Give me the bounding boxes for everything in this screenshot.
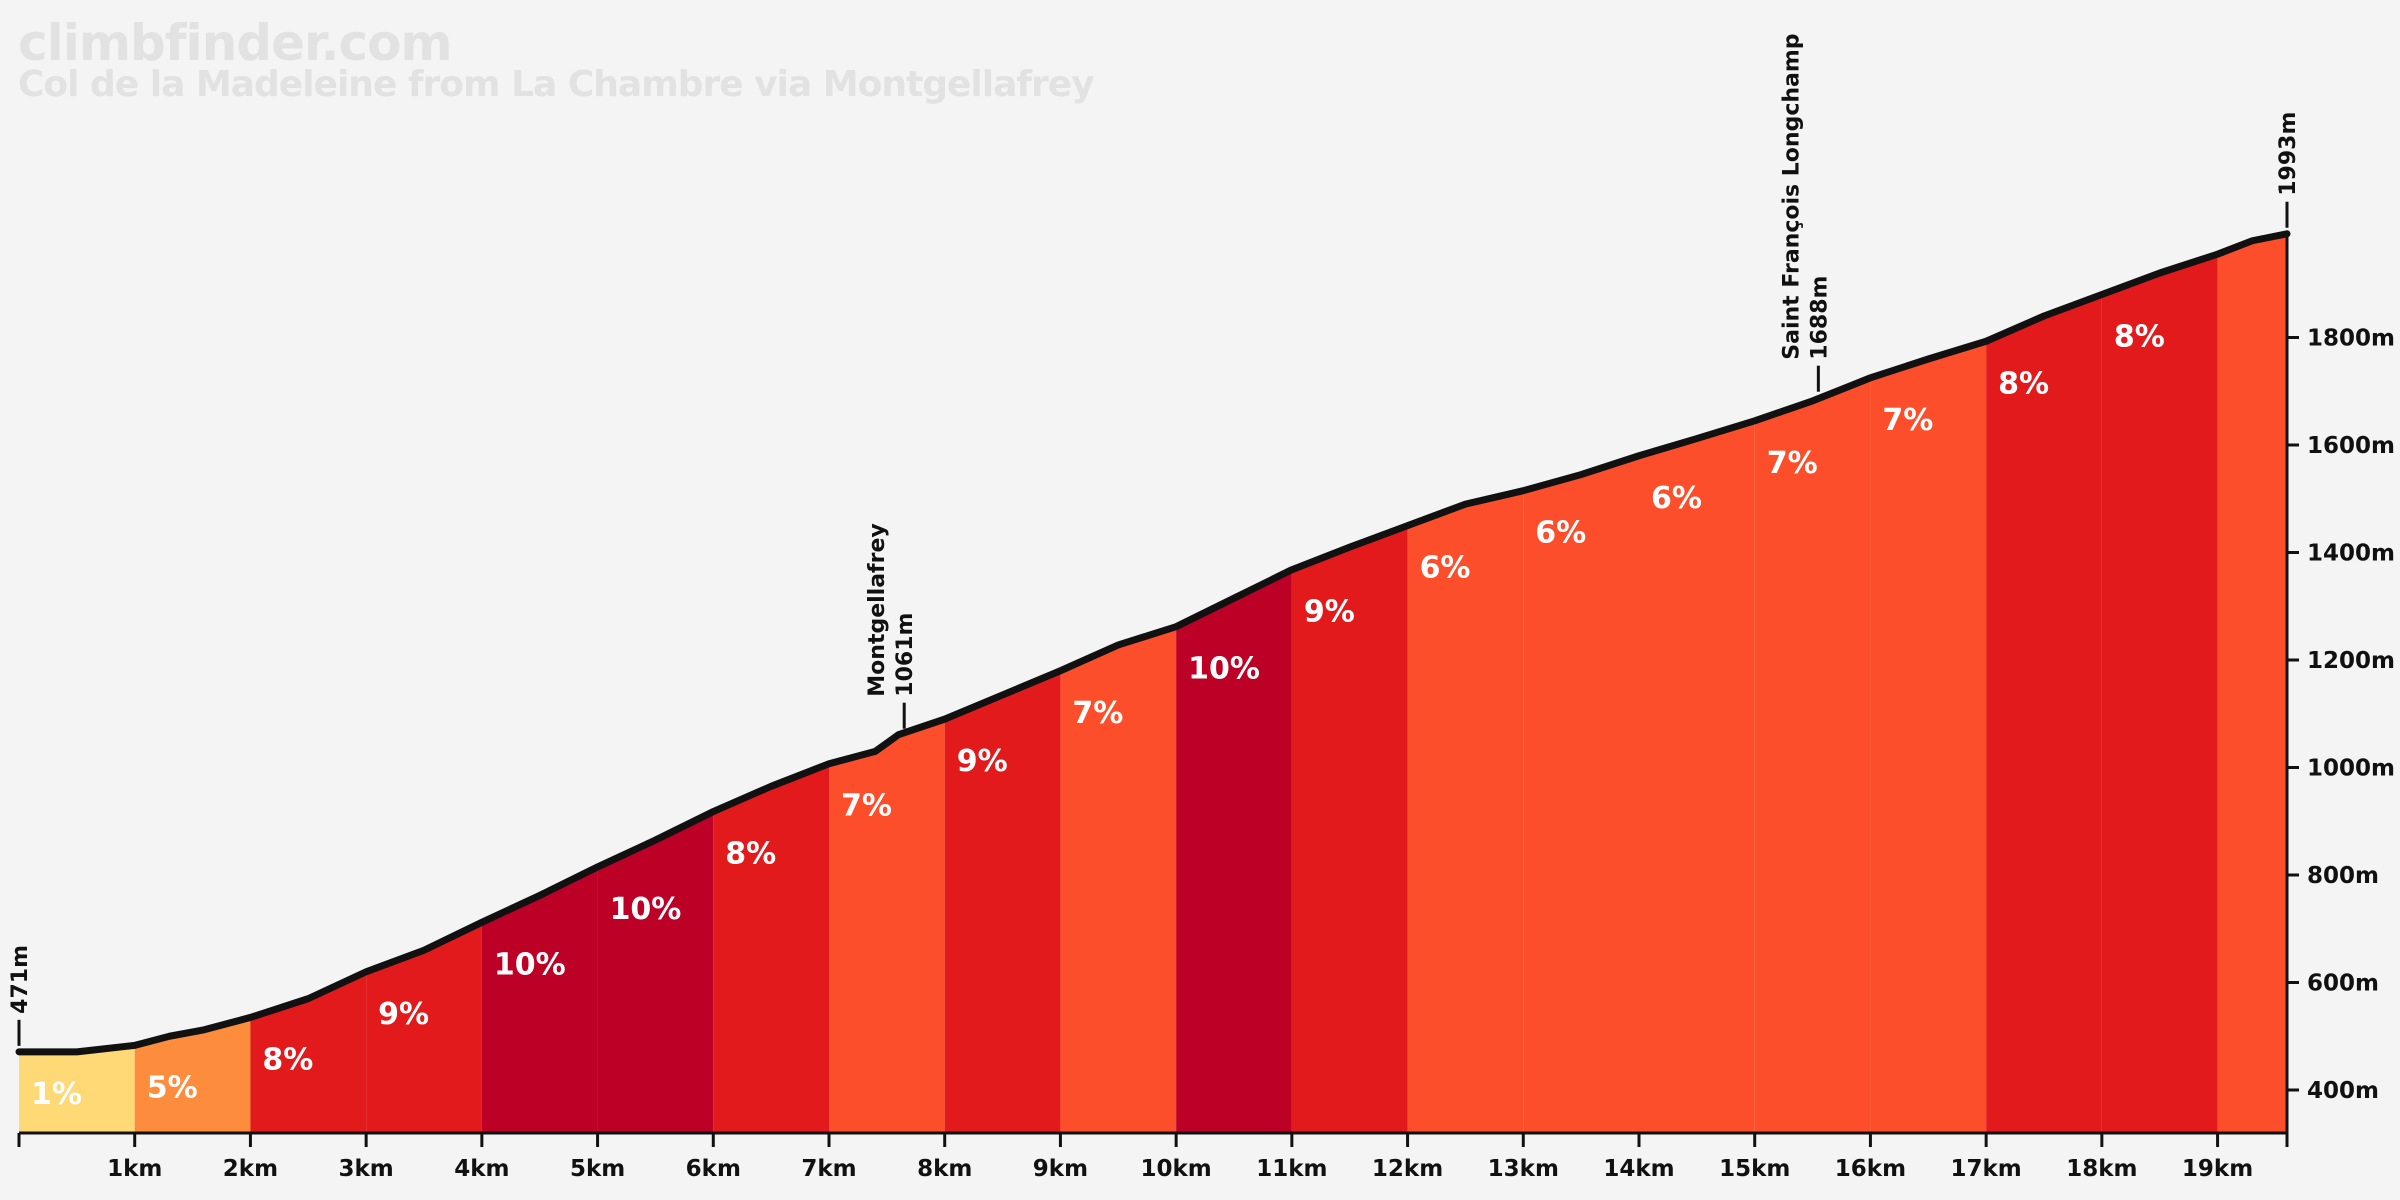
grade-segment-10 <box>1060 626 1177 1133</box>
x-tick-label-15: 15km <box>1719 1156 1790 1182</box>
brand-logo-text: climbfinder.com <box>18 14 453 72</box>
grade-label-12: 9% <box>1304 595 1355 630</box>
grade-segment-1 <box>19 1045 135 1133</box>
y-axis: 400m 600m 800m 1000m 1200m 1400m 1600m 1800m <box>2285 233 2395 1133</box>
grade-label-2: 5% <box>147 1070 198 1105</box>
grade-labels: 1% 5% 8% 9% 10% 10% 8% 7% 9% 7% 10% 9% 6% 6% 6% 7% 7% 8% 8… <box>31 320 2165 1112</box>
annotation-label-3-2: 1688m <box>1807 276 1832 360</box>
y-tick-label-1600: 1600m <box>2307 433 2395 459</box>
x-tick-label-9: 9km <box>1033 1156 1088 1182</box>
grade-label-7: 8% <box>725 837 776 872</box>
x-tick-label-5: 5km <box>570 1156 625 1182</box>
chart-title: Col de la Madeleine from La Chambre via … <box>18 64 1095 105</box>
x-tick-label-19: 19km <box>2182 1156 2253 1182</box>
grade-label-4: 9% <box>378 997 429 1032</box>
grade-label-5: 10% <box>494 947 566 982</box>
grade-label-1: 1% <box>31 1077 82 1112</box>
x-tick-label-6: 6km <box>686 1156 741 1182</box>
grade-segment-16 <box>1754 377 1871 1133</box>
x-axis: 1km 2km 3km 4km 5km 6km 7km 8km 9km 10km 11km 12km 1… <box>17 1131 2289 1182</box>
x-tick-label-14: 14km <box>1603 1156 1674 1182</box>
grade-segment-12 <box>1291 525 1408 1133</box>
annotations: 471m Montgellafrey 1061m Saint François Lon… <box>8 33 2301 1046</box>
y-tick-label-1800: 1800m <box>2307 326 2395 352</box>
y-tick-label-1400: 1400m <box>2307 541 2395 567</box>
grade-label-10: 7% <box>1072 696 1123 731</box>
grade-segment-19 <box>2101 254 2218 1133</box>
grade-label-9: 9% <box>957 744 1008 779</box>
grade-segment-5 <box>481 866 598 1133</box>
grade-label-17: 7% <box>1882 403 1933 438</box>
annotation-label-2-2: 1061m <box>893 613 918 697</box>
grade-segment-7 <box>713 763 829 1133</box>
x-tick-label-10: 10km <box>1141 1156 1212 1182</box>
y-tick-label-1200: 1200m <box>2307 648 2395 674</box>
grade-label-18: 8% <box>1998 366 2049 401</box>
grade-label-19: 8% <box>2114 320 2165 355</box>
grade-segment-11 <box>1176 569 1292 1133</box>
grade-label-13: 6% <box>1420 551 1471 586</box>
x-tick-label-1: 1km <box>107 1156 162 1182</box>
grade-segment-9 <box>944 670 1061 1133</box>
grade-segment-20 <box>2217 233 2287 1133</box>
y-tick-label-400: 400m <box>2307 1078 2379 1104</box>
y-tick-label-600: 600m <box>2307 971 2379 997</box>
annotation-label-2-1: Montgellafrey <box>865 523 890 696</box>
grade-segment-2 <box>134 1017 251 1133</box>
grade-segments <box>19 233 2287 1133</box>
grade-segment-8 <box>829 719 945 1133</box>
profile-line-group <box>15 230 2291 1056</box>
x-tick-label-17: 17km <box>1951 1156 2022 1182</box>
x-tick-label-11: 11km <box>1256 1156 1327 1182</box>
grade-segment-6 <box>597 811 714 1133</box>
grade-label-16: 7% <box>1767 446 1818 481</box>
y-tick-label-1000: 1000m <box>2307 756 2395 782</box>
grade-label-8: 7% <box>841 789 892 824</box>
y-tick-label-800: 800m <box>2307 863 2379 889</box>
grade-segment-13 <box>1407 490 1524 1133</box>
grade-segment-14 <box>1523 455 1639 1133</box>
grade-label-11: 10% <box>1188 652 1260 687</box>
x-tick-label-3: 3km <box>339 1156 394 1182</box>
x-tick-label-12: 12km <box>1372 1156 1443 1182</box>
x-tick-label-7: 7km <box>801 1156 856 1182</box>
grade-label-14: 6% <box>1535 516 1586 551</box>
grade-segment-15 <box>1639 420 1755 1133</box>
x-tick-label-18: 18km <box>2066 1156 2137 1182</box>
x-tick-label-2: 2km <box>223 1156 278 1182</box>
grade-label-3: 8% <box>262 1042 313 1077</box>
annotation-label-1-1: 471m <box>8 945 33 1014</box>
grade-segment-4 <box>366 922 482 1133</box>
annotation-label-3-1: Saint François Longchamp <box>1779 33 1804 359</box>
grade-label-15: 6% <box>1651 481 1702 516</box>
x-tick-label-16: 16km <box>1835 1156 1906 1182</box>
x-tick-label-8: 8km <box>917 1156 972 1182</box>
grade-segment-18 <box>1986 294 2102 1133</box>
grade-segment-3 <box>250 971 367 1133</box>
grade-label-6: 10% <box>610 892 682 927</box>
grade-segment-17 <box>1870 341 1987 1133</box>
x-tick-label-4: 4km <box>454 1156 509 1182</box>
annotation-label-4-1: 1993m <box>2276 112 2301 196</box>
x-tick-label-13: 13km <box>1488 1156 1559 1182</box>
profile-line <box>15 230 2291 1056</box>
